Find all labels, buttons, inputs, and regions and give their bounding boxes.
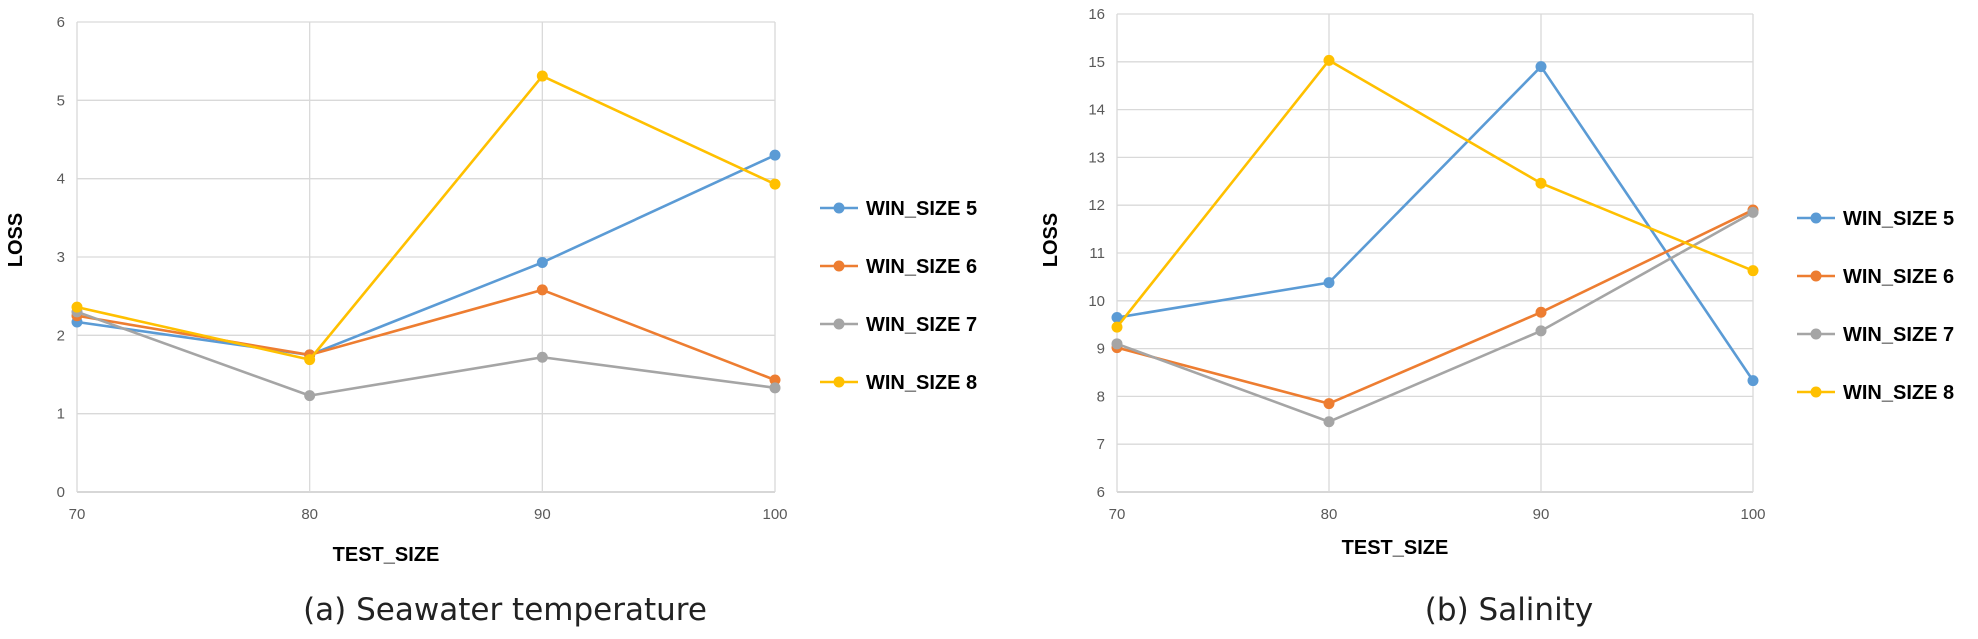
data-point bbox=[1747, 375, 1759, 387]
series-line-4 bbox=[1115, 59, 1754, 328]
x-tick-label: 80 bbox=[301, 506, 318, 523]
series-line-3 bbox=[76, 310, 776, 397]
x-axis-title: TEST_SIZE bbox=[1342, 537, 1449, 559]
y-tick-label: 6 bbox=[1097, 484, 1105, 501]
y-tick-label: 15 bbox=[1088, 54, 1105, 71]
y-tick-label: 14 bbox=[1088, 102, 1105, 119]
y-tick-label: 0 bbox=[57, 484, 65, 501]
data-point bbox=[769, 374, 781, 386]
y-tick-label: 8 bbox=[1097, 388, 1105, 405]
x-axis-title: TEST_SIZE bbox=[333, 544, 440, 566]
y-tick-label: 5 bbox=[57, 92, 65, 109]
legend-label: WIN_SIZE 8 bbox=[866, 372, 977, 394]
series-line-1 bbox=[76, 153, 776, 357]
y-tick-label: 3 bbox=[57, 249, 65, 266]
legend-label: WIN_SIZE 8 bbox=[1843, 382, 1954, 404]
data-point bbox=[1111, 312, 1123, 324]
data-point bbox=[1535, 325, 1547, 337]
x-tick-label: 100 bbox=[762, 506, 787, 523]
legend-label: WIN_SIZE 7 bbox=[1843, 324, 1954, 346]
y-tick-label: 7 bbox=[1097, 436, 1105, 453]
data-point bbox=[71, 301, 83, 313]
series-line-1 bbox=[1116, 65, 1755, 382]
y-tick-label: 13 bbox=[1088, 149, 1105, 166]
x-tick-label: 70 bbox=[69, 506, 86, 523]
legend-label: WIN_SIZE 7 bbox=[866, 314, 977, 336]
legend-swatch-marker bbox=[1810, 270, 1822, 282]
series-line-3 bbox=[1116, 211, 1754, 424]
legend-label: WIN_SIZE 5 bbox=[866, 198, 977, 220]
legend-swatch-marker bbox=[1810, 212, 1822, 224]
y-tick-label: 11 bbox=[1089, 245, 1105, 262]
y-tick-label: 6 bbox=[57, 14, 65, 31]
legend-swatch-marker bbox=[833, 202, 845, 214]
data-point bbox=[536, 256, 548, 268]
x-tick-label: 70 bbox=[1109, 506, 1126, 523]
data-point bbox=[769, 149, 781, 161]
chart-2: 6 7 8 9 10 11 12 13 14 15 16 70 80 90 100 TEST_SIZE LOSS… bbox=[1040, 6, 1954, 628]
y-tick-label: 1 bbox=[57, 406, 65, 423]
data-point bbox=[1111, 321, 1123, 333]
y-tick-label: 10 bbox=[1088, 293, 1105, 310]
legend-swatch-marker bbox=[833, 318, 845, 330]
data-point bbox=[1323, 398, 1335, 410]
data-point bbox=[769, 178, 781, 190]
data-point bbox=[536, 70, 548, 82]
legend-swatch-marker bbox=[833, 260, 845, 272]
data-point bbox=[1323, 54, 1335, 66]
legend-swatch-marker bbox=[833, 376, 845, 388]
data-point bbox=[536, 284, 548, 296]
data-point bbox=[1323, 277, 1335, 289]
series-line-2 bbox=[1116, 208, 1754, 405]
legend-label: WIN_SIZE 5 bbox=[1843, 208, 1954, 230]
y-axis-title: LOSS bbox=[1040, 213, 1062, 267]
figure-caption: (a) Seawater temperature bbox=[303, 592, 707, 628]
legend-label: WIN_SIZE 6 bbox=[866, 256, 977, 278]
data-point bbox=[1747, 265, 1759, 277]
data-point bbox=[1747, 206, 1759, 218]
data-point bbox=[1535, 177, 1547, 189]
legend-swatch-marker bbox=[1810, 386, 1822, 398]
data-point bbox=[1535, 306, 1547, 318]
series-line-4 bbox=[76, 74, 776, 361]
legend-swatch-marker bbox=[1810, 328, 1822, 340]
data-point bbox=[1111, 338, 1123, 350]
y-tick-label: 9 bbox=[1097, 341, 1105, 358]
x-tick-label: 80 bbox=[1321, 506, 1338, 523]
figure-caption: (b) Salinity bbox=[1425, 592, 1593, 628]
y-tick-label: 4 bbox=[57, 171, 65, 188]
data-point bbox=[304, 390, 316, 402]
y-tick-label: 16 bbox=[1088, 6, 1105, 23]
y-tick-label: 12 bbox=[1088, 197, 1105, 214]
legend: WIN_SIZE 5 WIN_SIZE 6 WIN_SIZE 7 WIN_SIZE 8 bbox=[1797, 208, 1954, 404]
legend: WIN_SIZE 5 WIN_SIZE 6 WIN_SIZE 7 WIN_SIZE 8 bbox=[820, 198, 977, 394]
data-point bbox=[536, 351, 548, 363]
data-point bbox=[304, 354, 316, 366]
y-axis-title: LOSS bbox=[5, 213, 27, 267]
x-tick-label: 90 bbox=[1533, 506, 1550, 523]
data-point bbox=[1323, 416, 1335, 428]
data-point bbox=[769, 382, 781, 394]
data-point bbox=[1535, 61, 1547, 73]
x-tick-label: 100 bbox=[1740, 506, 1765, 523]
legend-label: WIN_SIZE 6 bbox=[1843, 266, 1954, 288]
series-line-2 bbox=[76, 288, 776, 382]
x-tick-label: 90 bbox=[534, 506, 551, 523]
y-tick-label: 2 bbox=[57, 327, 65, 344]
